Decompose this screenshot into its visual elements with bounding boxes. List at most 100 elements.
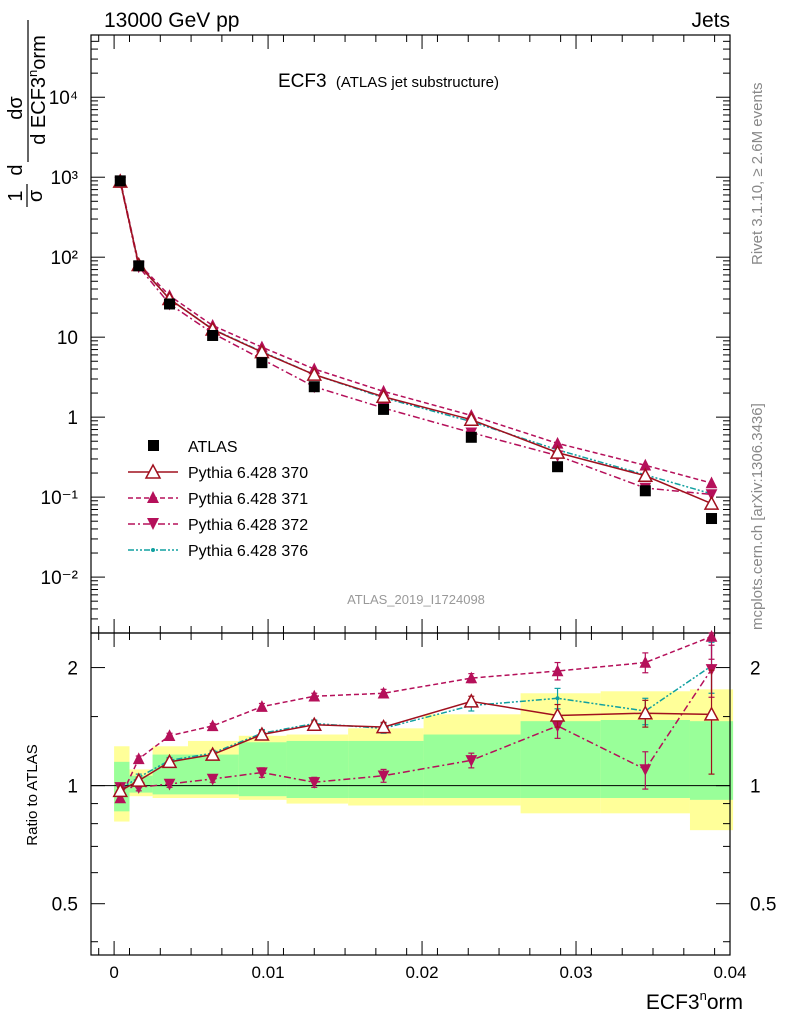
point-atlas-main <box>164 298 176 310</box>
legend-372-marker <box>147 518 159 530</box>
y-tick-label: 10 <box>57 328 78 349</box>
legend-372-label: Pythia 6.428 372 <box>188 517 308 534</box>
x-tick-label: 0.03 <box>559 963 592 982</box>
point-p371-ratio <box>551 664 564 677</box>
data-series <box>112 173 720 804</box>
point-p370-ratio <box>637 705 654 720</box>
point-atlas-main <box>114 175 126 187</box>
ylabel-d: d <box>5 164 27 175</box>
point-p371-main <box>551 436 564 449</box>
legend-370-label: Pythia 6.428 370 <box>188 465 308 482</box>
header-left: 13000 GeV pp <box>104 9 239 32</box>
legend-entry-376: Pythia 6.428 376 <box>128 543 308 560</box>
line-p376-ratio <box>119 665 712 790</box>
point-p372-ratio <box>206 773 219 786</box>
ratio-tick-label: 2 <box>67 659 78 680</box>
point-atlas-main <box>465 431 477 443</box>
main-y-label: 1 σ d dσ d ECF3norm <box>5 20 50 207</box>
legend-entry-372: Pythia 6.428 372 <box>128 517 308 534</box>
point-p371-ratio <box>465 671 478 684</box>
y-tick-label: 10³ <box>51 168 78 189</box>
ratio-tick-label: 1 <box>67 777 78 798</box>
legend-entry-atlas: ATLAS <box>148 439 238 456</box>
x-tick-label: 0.02 <box>406 963 439 982</box>
legend-376-marker <box>151 548 155 552</box>
x-tick-label: 0 <box>109 963 118 982</box>
ratio-band-inner <box>423 734 521 799</box>
point-atlas-main <box>308 381 320 393</box>
point-p370-ratio <box>703 706 720 721</box>
point-p372-ratio <box>256 767 268 780</box>
ratio-band-inner <box>520 721 601 799</box>
legend-371-marker <box>147 491 159 503</box>
point-p370-ratio <box>204 746 221 761</box>
analysis-watermark: ATLAS_2019_I1724098 <box>347 592 485 607</box>
point-atlas-main <box>133 260 145 272</box>
point-p372-ratio <box>639 764 652 776</box>
point-p370-main <box>306 366 323 381</box>
point-p371-ratio <box>163 729 176 741</box>
ratio-frame <box>90 632 731 956</box>
point-p371-ratio <box>132 752 145 765</box>
legend: ATLAS Pythia 6.428 370 Pythia 6.428 371 … <box>128 439 308 560</box>
point-p370-ratio <box>254 726 270 741</box>
y-tick-label: 10⁻² <box>41 568 79 589</box>
x-tick-label: 0.01 <box>252 963 285 982</box>
y-tick-label: 1 <box>67 408 78 429</box>
x-axis-label: ECF3norm <box>646 988 743 1014</box>
point-p370-ratio <box>375 719 392 734</box>
point-p371-main <box>705 476 718 489</box>
ratio-tick-label: 0.5 <box>52 895 78 916</box>
y-tick-label: 10² <box>51 248 78 269</box>
point-p370-main <box>549 444 566 459</box>
point-p370-main <box>703 495 720 510</box>
point-p371-ratio <box>377 686 390 699</box>
ratio-tick-label-right: 1 <box>750 777 761 798</box>
point-p371-main <box>639 458 652 471</box>
ratio-band-inner <box>286 740 349 799</box>
point-p372-ratio <box>308 777 321 789</box>
point-atlas-main <box>706 513 718 525</box>
point-atlas-main <box>256 357 268 369</box>
legend-entry-370: Pythia 6.428 370 <box>128 463 308 482</box>
x-tick-label: 0.04 <box>713 963 746 982</box>
point-p370-main <box>637 467 654 483</box>
ylabel-frac-den: σ <box>25 189 47 202</box>
point-p370-main <box>375 388 392 404</box>
point-p372-ratio <box>163 778 176 791</box>
point-p372-main <box>705 489 718 501</box>
point-p371-ratio <box>114 791 127 804</box>
header-right: Jets <box>691 9 730 32</box>
point-p370-ratio <box>549 707 566 722</box>
ylabel-num: dσ <box>5 96 27 120</box>
ylabel-frac-num: 1 <box>5 190 27 201</box>
main-frame <box>90 34 731 634</box>
legend-376-label: Pythia 6.428 376 <box>188 543 308 560</box>
rivet-label: Rivet 3.1.10, ≥ 2.6M events <box>749 83 766 266</box>
line-p371-main <box>119 179 712 484</box>
plot-title-main: ECF3 <box>278 71 327 92</box>
plot-title: ECF3 (ATLAS jet substructure) <box>278 71 499 92</box>
point-atlas-main <box>378 403 390 415</box>
legend-atlas-marker <box>148 440 159 451</box>
ylabel-den: d ECF3norm <box>25 35 50 145</box>
point-atlas-main <box>207 329 219 341</box>
point-p376-ratio <box>555 696 560 701</box>
point-p371-ratio <box>705 630 718 642</box>
plot-title-sub: (ATLAS jet substructure) <box>336 74 499 91</box>
y-tick-label: 10⁻¹ <box>41 488 79 509</box>
point-p370-ratio <box>112 782 129 798</box>
point-p372-ratio <box>465 755 478 767</box>
point-p371-ratio <box>639 656 652 668</box>
ratio-tick-label-right: 2 <box>750 659 761 680</box>
point-p371-ratio <box>256 700 268 712</box>
point-atlas-main <box>639 485 651 497</box>
point-p370-main <box>463 411 480 426</box>
ratio-y-label: Ratio to ATLAS <box>24 744 41 845</box>
legend-371-label: Pythia 6.428 371 <box>188 491 308 508</box>
point-p371-ratio <box>308 689 321 702</box>
point-p372-ratio <box>377 770 390 783</box>
point-p370-ratio <box>463 693 480 708</box>
legend-entry-371: Pythia 6.428 371 <box>128 491 308 508</box>
